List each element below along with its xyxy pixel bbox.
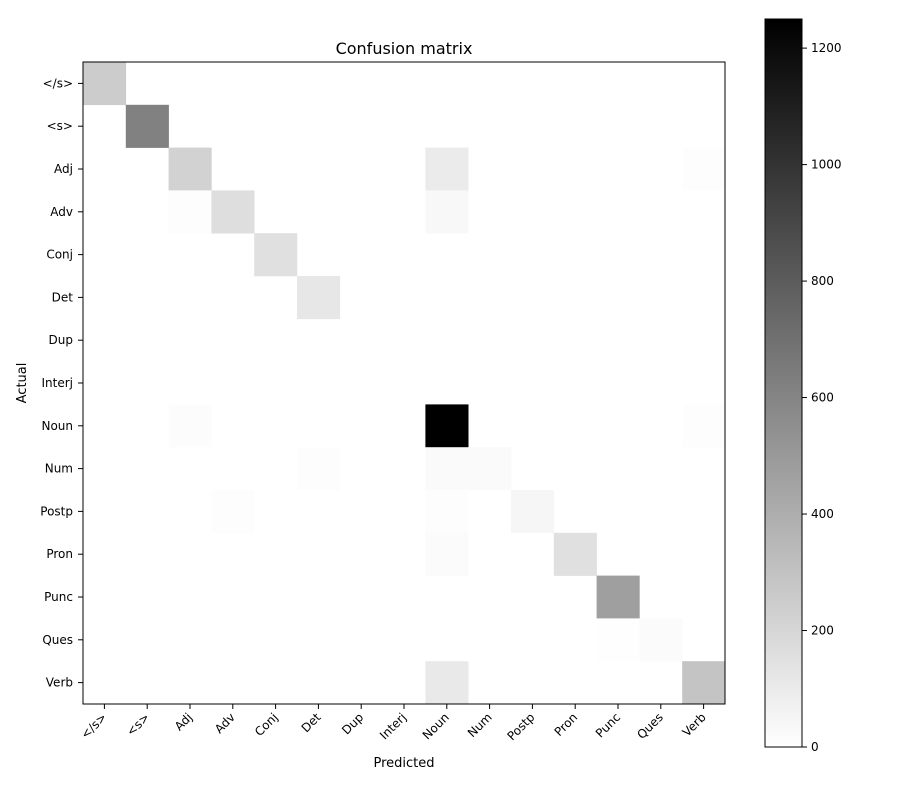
x-tick-label: Verb xyxy=(680,710,709,739)
y-tick-label: Conj xyxy=(46,248,73,262)
x-tick-label: Conj xyxy=(252,710,281,739)
heatmap-cell xyxy=(254,233,298,277)
y-tick-label: Noun xyxy=(41,419,73,433)
x-tick-label: Ques xyxy=(634,710,666,742)
x-tick-label: Adj xyxy=(172,710,195,733)
heatmap-cell xyxy=(425,661,469,705)
y-tick-label: <s> xyxy=(47,119,73,133)
colorbar-tick-label: 1000 xyxy=(811,158,842,172)
y-tick-label: Adj xyxy=(54,162,73,176)
heatmap-cell xyxy=(425,147,469,191)
colorbar-tick-label: 1200 xyxy=(811,41,842,55)
heatmap-cell xyxy=(297,447,341,491)
x-tick-label: Punc xyxy=(593,710,623,740)
colorbar-ticks: 0 200 400 600 800 1000 1200 xyxy=(802,41,842,754)
heatmap-cells xyxy=(83,62,726,705)
y-tick-label: Postp xyxy=(40,504,73,518)
x-tick-label: Det xyxy=(299,710,324,735)
heatmap-cell xyxy=(425,532,469,576)
y-tick-label: Det xyxy=(52,290,74,304)
heatmap-cell xyxy=(511,490,555,534)
heatmap-cell xyxy=(596,575,640,619)
heatmap-cell xyxy=(83,62,127,106)
heatmap-cell xyxy=(682,147,726,191)
heatmap-cell xyxy=(168,147,212,191)
x-axis: </s> <s> Adj Adv Conj Det Dup Interj Noun Num Post… xyxy=(78,704,709,743)
x-tick-label: </s> xyxy=(78,710,109,741)
x-tick-label: Pron xyxy=(552,710,581,739)
heatmap-cell xyxy=(425,490,469,534)
heatmap-cell xyxy=(682,661,726,705)
chart-title: Confusion matrix xyxy=(336,39,473,58)
x-tick-label: Interj xyxy=(377,710,409,742)
heatmap-cell xyxy=(468,447,512,491)
colorbar xyxy=(764,18,803,748)
heatmap-cell xyxy=(553,532,597,576)
colorbar-tick-label: 800 xyxy=(811,274,834,288)
y-tick-label: Pron xyxy=(46,547,73,561)
y-tick-label: Dup xyxy=(49,333,73,347)
x-axis-label: Predicted xyxy=(373,756,434,771)
y-axis-label: Actual xyxy=(15,363,30,404)
heatmap-cell xyxy=(211,490,255,534)
colorbar-tick-label: 400 xyxy=(811,507,834,521)
heatmap-cell xyxy=(639,618,683,662)
heatmap-cell xyxy=(168,190,212,234)
y-tick-label: Num xyxy=(45,462,73,476)
y-tick-label: </s> xyxy=(43,76,73,90)
x-tick-label: Postp xyxy=(504,710,537,743)
colorbar-tick-label: 200 xyxy=(811,624,834,638)
y-tick-label: Interj xyxy=(42,376,74,390)
x-tick-label: Num xyxy=(465,710,495,740)
heatmap-cell xyxy=(168,404,212,448)
x-tick-label: <s> xyxy=(124,710,153,739)
heatmap-cell xyxy=(125,104,169,148)
heatmap-cell xyxy=(682,404,726,448)
heatmap-cell xyxy=(297,276,341,320)
heatmap-cell xyxy=(425,190,469,234)
heatmap-cell xyxy=(596,618,640,662)
y-axis: </s> <s> Adj Adv Conj Det Dup Interj Noun Num Post… xyxy=(40,76,83,690)
colorbar-tick-label: 0 xyxy=(811,740,819,754)
heatmap-cell xyxy=(425,404,469,448)
heatmap-cell xyxy=(211,190,255,234)
colorbar-tick-label: 600 xyxy=(811,391,834,405)
y-tick-label: Verb xyxy=(46,676,73,690)
heatmap-cell xyxy=(425,447,469,491)
y-tick-label: Adv xyxy=(50,205,73,219)
y-tick-label: Ques xyxy=(42,633,73,647)
x-tick-label: Noun xyxy=(420,710,452,742)
x-tick-label: Dup xyxy=(339,710,366,737)
x-tick-label: Adv xyxy=(212,710,238,736)
y-tick-label: Punc xyxy=(44,590,73,604)
